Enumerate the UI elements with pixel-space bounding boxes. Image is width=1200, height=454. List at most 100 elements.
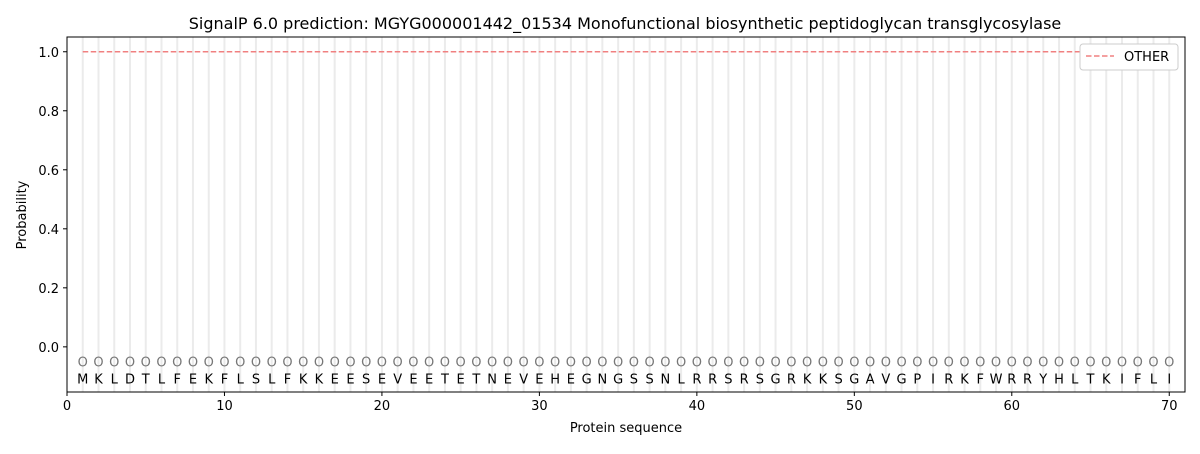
predicted-label-mark: O bbox=[1117, 356, 1127, 371]
residue-label: E bbox=[457, 372, 465, 387]
predicted-label-mark: O bbox=[786, 356, 796, 371]
predicted-label-mark: O bbox=[393, 356, 403, 371]
y-axis-label: Probability bbox=[15, 180, 30, 249]
residue-label: S bbox=[252, 372, 260, 387]
predicted-label-mark: O bbox=[1022, 356, 1032, 371]
predicted-label-mark: O bbox=[282, 356, 292, 371]
y-tick-label: 1.0 bbox=[38, 46, 59, 61]
residue-label: V bbox=[881, 372, 890, 387]
residue-label: F bbox=[1134, 372, 1141, 387]
residue-label: F bbox=[977, 372, 984, 387]
x-tick-label: 70 bbox=[1161, 399, 1178, 414]
residue-label: H bbox=[550, 372, 560, 387]
residue-label: E bbox=[425, 372, 433, 387]
predicted-label-mark: O bbox=[975, 356, 985, 371]
legend: OTHER bbox=[1079, 43, 1179, 71]
residue-label: N bbox=[660, 372, 670, 387]
residue-label: H bbox=[1054, 372, 1064, 387]
x-tick-label: 50 bbox=[846, 399, 863, 414]
predicted-label-mark: O bbox=[1133, 356, 1143, 371]
residue-label: A bbox=[866, 372, 875, 387]
predicted-label-mark: O bbox=[188, 356, 198, 371]
predicted-label-mark: O bbox=[802, 356, 812, 371]
residue-label: K bbox=[819, 372, 828, 387]
predicted-label-mark: O bbox=[566, 356, 576, 371]
predicted-label-mark: O bbox=[1164, 356, 1174, 371]
predicted-label-mark: O bbox=[1054, 356, 1064, 371]
predicted-label-mark: O bbox=[865, 356, 875, 371]
predicted-label-mark: O bbox=[833, 356, 843, 371]
residue-label: I bbox=[931, 372, 935, 387]
residue-label: F bbox=[284, 372, 291, 387]
residue-label: S bbox=[630, 372, 638, 387]
predicted-label-mark: O bbox=[1007, 356, 1017, 371]
residue-label: R bbox=[787, 372, 796, 387]
predicted-label-mark: O bbox=[550, 356, 560, 371]
predicted-label-mark: O bbox=[204, 356, 214, 371]
predicted-label-mark: O bbox=[582, 356, 592, 371]
residue-label: R bbox=[692, 372, 701, 387]
predicted-label-mark: O bbox=[1148, 356, 1158, 371]
residue-label: K bbox=[803, 372, 812, 387]
residue-label: L bbox=[158, 372, 166, 387]
residue-label: I bbox=[1120, 372, 1124, 387]
predicted-label-mark: O bbox=[424, 356, 434, 371]
residue-label: R bbox=[740, 372, 749, 387]
residue-label: K bbox=[204, 372, 213, 387]
residue-label: L bbox=[237, 372, 245, 387]
residue-label: S bbox=[756, 372, 764, 387]
predicted-label-mark: O bbox=[534, 356, 544, 371]
predicted-label-mark: O bbox=[125, 356, 135, 371]
predicted-label-mark: O bbox=[912, 356, 922, 371]
residue-label: G bbox=[771, 372, 781, 387]
residue-label: T bbox=[1086, 372, 1095, 387]
x-tick-label: 60 bbox=[1004, 399, 1021, 414]
predicted-label-mark: O bbox=[298, 356, 308, 371]
residue-label: E bbox=[331, 372, 339, 387]
predicted-label-mark: O bbox=[613, 356, 623, 371]
predicted-label-mark: O bbox=[739, 356, 749, 371]
x-tick-label: 40 bbox=[689, 399, 706, 414]
residue-label: D bbox=[125, 372, 135, 387]
residue-label: K bbox=[315, 372, 324, 387]
residue-label: F bbox=[173, 372, 180, 387]
predicted-label-mark: O bbox=[881, 356, 891, 371]
residue-label: K bbox=[960, 372, 969, 387]
residue-label: I bbox=[1167, 372, 1171, 387]
predicted-label-mark: O bbox=[78, 356, 88, 371]
residue-label: K bbox=[1102, 372, 1111, 387]
residue-label: W bbox=[990, 372, 1003, 387]
predicted-label-mark: O bbox=[471, 356, 481, 371]
predicted-label-mark: O bbox=[755, 356, 765, 371]
residue-label: N bbox=[487, 372, 497, 387]
predicted-label-mark: O bbox=[219, 356, 229, 371]
predicted-label-mark: O bbox=[172, 356, 182, 371]
predicted-label-mark: O bbox=[267, 356, 277, 371]
predicted-label-mark: O bbox=[1085, 356, 1095, 371]
residue-label: T bbox=[141, 372, 150, 387]
residue-label: P bbox=[913, 372, 921, 387]
residue-label: S bbox=[724, 372, 732, 387]
y-tick-label: 0.0 bbox=[38, 341, 59, 356]
residue-label: L bbox=[1071, 372, 1079, 387]
chart-title: SignalP 6.0 prediction: MGYG000001442_01… bbox=[189, 14, 1062, 34]
predicted-label-mark: O bbox=[361, 356, 371, 371]
residue-label: L bbox=[1150, 372, 1158, 387]
plot-frame bbox=[66, 36, 1186, 393]
predicted-label-mark: O bbox=[330, 356, 340, 371]
residue-label: E bbox=[346, 372, 354, 387]
residue-label: K bbox=[94, 372, 103, 387]
predicted-label-mark: O bbox=[487, 356, 497, 371]
x-tick-label: 10 bbox=[216, 399, 233, 414]
residue-label: V bbox=[393, 372, 402, 387]
predicted-label-mark: O bbox=[440, 356, 450, 371]
x-tick-label: 20 bbox=[374, 399, 391, 414]
predicted-label-mark: O bbox=[156, 356, 166, 371]
predicted-label-mark: O bbox=[93, 356, 103, 371]
predicted-label-mark: O bbox=[408, 356, 418, 371]
residue-label: R bbox=[1007, 372, 1016, 387]
residue-label: R bbox=[1023, 372, 1032, 387]
predicted-label-mark: O bbox=[707, 356, 717, 371]
predicted-label-mark: O bbox=[1070, 356, 1080, 371]
